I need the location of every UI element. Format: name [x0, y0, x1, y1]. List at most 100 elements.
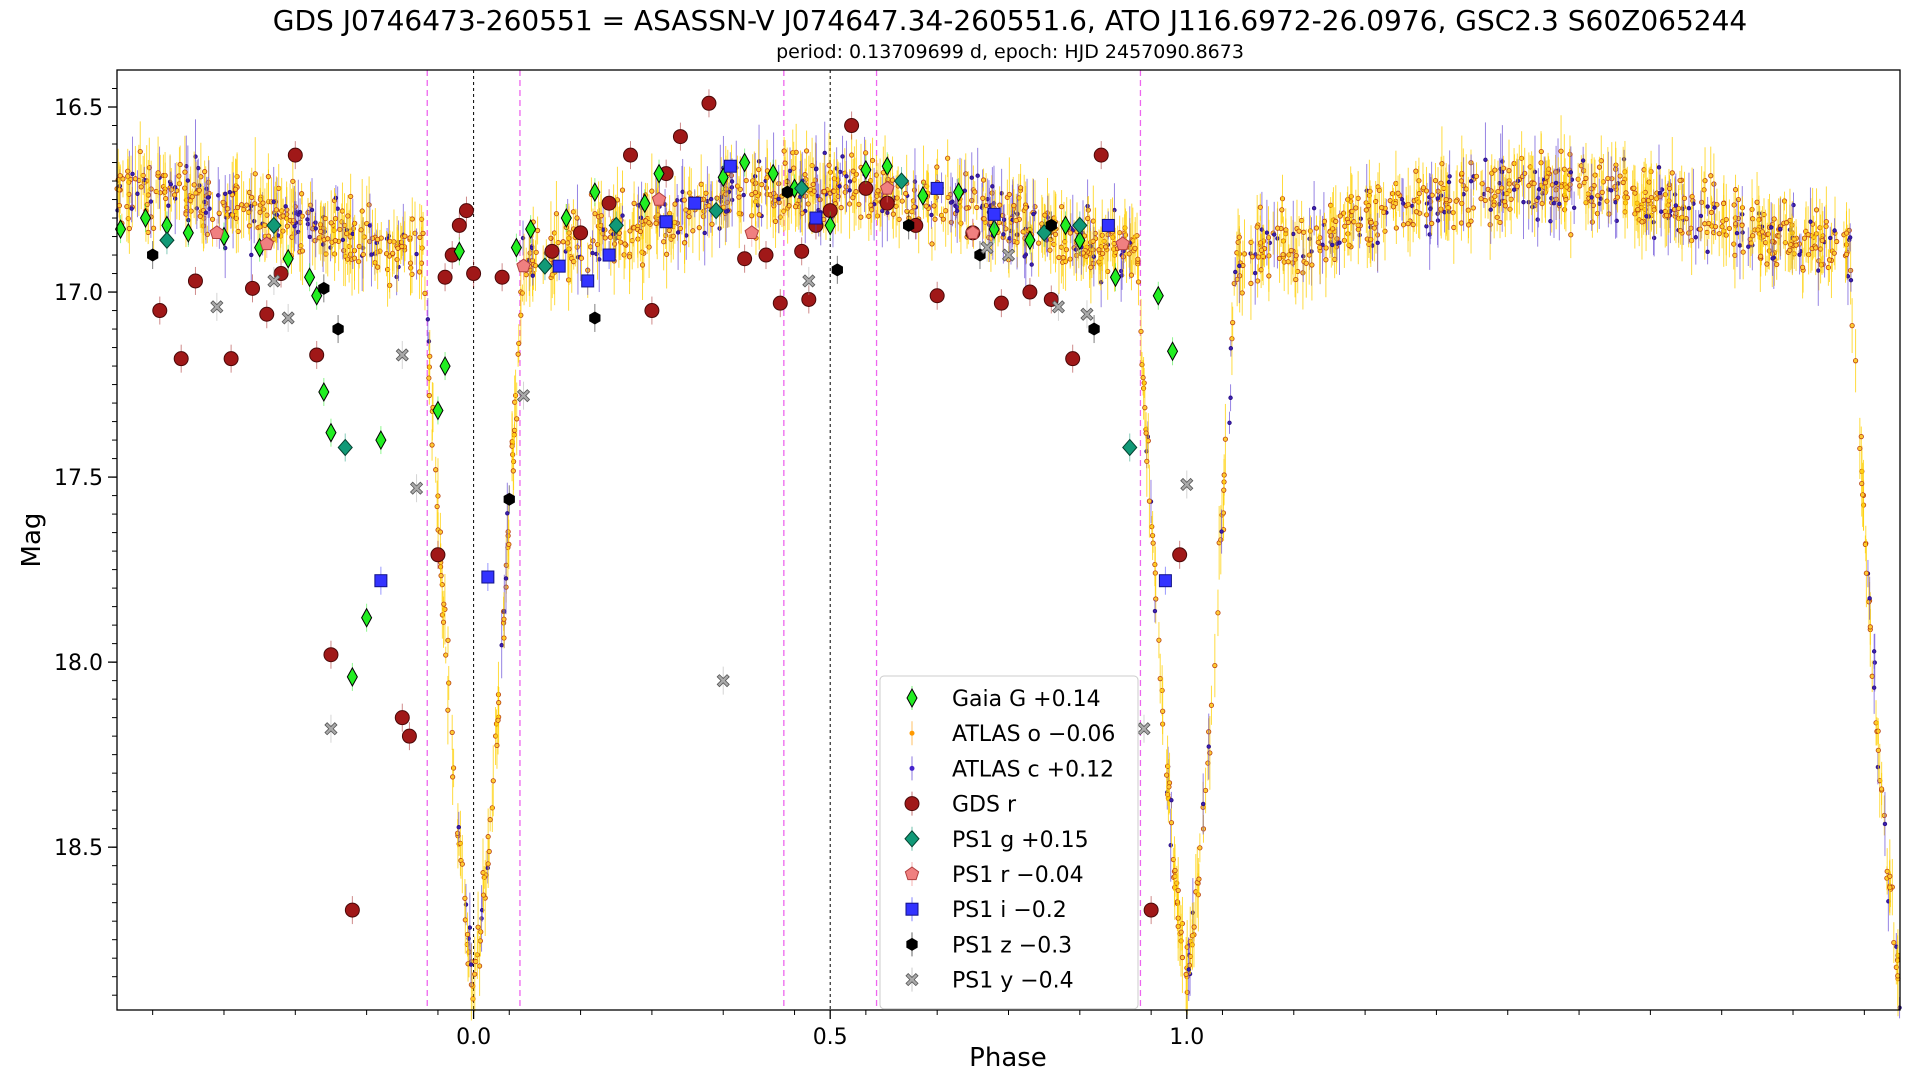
atlas-c-point [468, 962, 474, 967]
atlas-o-point [437, 529, 443, 535]
atlas-o-point [409, 216, 415, 222]
chart-subtitle: period: 0.13709699 d, epoch: HJD 2457090… [776, 41, 1244, 63]
atlas-o-point [1126, 251, 1132, 257]
atlas-c-point [563, 249, 568, 254]
atlas-c-point [838, 169, 843, 175]
y-tick-label: 17.5 [54, 466, 103, 491]
atlas-o-point [1681, 195, 1688, 201]
atlas-o-point [1482, 197, 1488, 204]
atlas-o-point [216, 210, 222, 216]
atlas-o-point [1174, 899, 1181, 905]
gaia-g-0-14-point [525, 219, 537, 240]
atlas-o-point [124, 203, 130, 210]
atlas-c-point [954, 208, 960, 214]
atlas-o-point [1689, 193, 1695, 200]
atlas-o-point [273, 207, 279, 213]
atlas-o-point [1716, 231, 1722, 237]
atlas-c-point [1816, 268, 1821, 273]
atlas-c-point [590, 250, 595, 256]
ps1-i-0-2-point [987, 207, 1001, 221]
atlas-c-point [283, 204, 288, 209]
ps1-y-0-4-point [802, 274, 816, 288]
atlas-o-point [440, 619, 447, 625]
legend-box [879, 675, 1139, 1010]
atlas-c-point [1551, 200, 1557, 206]
ps1-i-0-2-point [659, 215, 673, 229]
ps1-r-0-04-point [1115, 236, 1130, 251]
atlas-o-point [920, 179, 927, 185]
atlas-o-point [1416, 190, 1422, 197]
atlas-o-point [477, 938, 484, 944]
atlas-o-point [1255, 254, 1262, 260]
atlas-o-point [510, 452, 516, 458]
atlas-o-point [1508, 196, 1514, 202]
atlas-o-point [1689, 237, 1695, 244]
atlas-c-point [1320, 242, 1325, 248]
atlas-o-point [422, 290, 428, 296]
atlas-c-point [1557, 201, 1562, 206]
gaia-g-0-14-point [375, 430, 387, 451]
atlas-o-point [429, 442, 435, 448]
atlas-o-point [810, 181, 816, 188]
atlas-o-point [1313, 225, 1320, 231]
atlas-c-point [1872, 660, 1877, 665]
ps1-y-0-4-point [516, 389, 531, 403]
atlas-o-point [168, 187, 174, 193]
gaia-g-0-14-point [318, 381, 330, 402]
gaia-g-0-14-point [439, 356, 451, 377]
atlas-o-point [929, 241, 935, 247]
atlas-o-point [1363, 207, 1369, 213]
gds-r-point [287, 147, 303, 163]
atlas-o-point [1491, 202, 1497, 208]
ps1-i-0-2-point [602, 248, 616, 262]
atlas-o-point [889, 177, 896, 183]
atlas-c-point [499, 643, 504, 648]
atlas-o-point [1337, 213, 1343, 219]
atlas-o-point [265, 174, 271, 180]
atlas-o-point [661, 239, 667, 245]
atlas-c-point [1252, 270, 1258, 276]
atlas-o-point [826, 162, 832, 168]
atlas-o-point [849, 152, 855, 158]
atlas-o-point [120, 176, 126, 182]
atlas-o-point [1750, 233, 1756, 239]
atlas-o-point [1144, 458, 1150, 464]
ps1-z-0-3-point [589, 311, 601, 325]
atlas-o-point [866, 213, 872, 219]
atlas-o-point [290, 178, 296, 184]
atlas-o-point [1887, 873, 1893, 879]
x-tick-label: 1.0 [1169, 1025, 1204, 1050]
atlas-o-point [639, 249, 645, 255]
atlas-o-point [846, 201, 853, 207]
atlas-o-point [510, 468, 516, 474]
atlas-o-point [1345, 219, 1351, 225]
atlas-c-point [456, 825, 461, 830]
atlas-c-point [1705, 249, 1710, 255]
legend-label: PS1 z −0.3 [952, 933, 1072, 958]
atlas-c-point [1568, 170, 1574, 175]
atlas-o-point [132, 176, 138, 182]
legend-label: PS1 i −0.2 [952, 898, 1067, 923]
atlas-c-point [248, 203, 254, 209]
atlas-o-point [1677, 177, 1683, 184]
atlas-o-point [1274, 225, 1281, 231]
atlas-o-point [681, 240, 688, 246]
atlas-o-point [1088, 264, 1094, 270]
atlas-o-point [1353, 205, 1359, 211]
atlas-o-point [1720, 200, 1727, 207]
atlas-c-point [1428, 206, 1433, 212]
atlas-c-point [1769, 225, 1774, 230]
gaia-g-0-14-point [1109, 267, 1122, 288]
atlas-o-point [407, 235, 413, 241]
ps1-i-0-2-point [809, 211, 823, 225]
y-tick-label: 18.0 [54, 651, 103, 676]
atlas-c-point [1871, 685, 1877, 690]
atlas-o-point [972, 189, 978, 195]
atlas-c-point [1778, 226, 1783, 232]
atlas-o-point [592, 211, 598, 217]
atlas-o-point [449, 729, 455, 736]
atlas-o-point [375, 236, 381, 242]
atlas-o-point [450, 774, 456, 780]
gaia-g-0-14-point [717, 167, 729, 188]
atlas-c-point [503, 576, 509, 581]
